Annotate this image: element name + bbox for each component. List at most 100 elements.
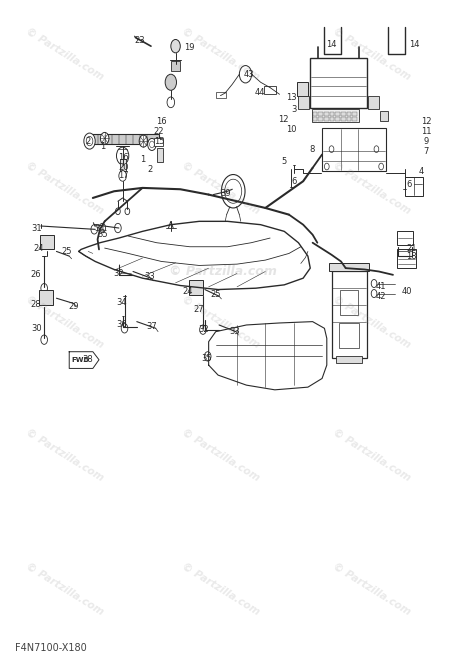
Text: 38: 38 [83,355,93,364]
Circle shape [41,283,47,293]
Circle shape [115,223,121,232]
Text: 32: 32 [199,325,209,334]
Bar [91,135,159,145]
Bar [341,117,346,121]
Bar [335,117,340,121]
Text: © Partzilla.com: © Partzilla.com [331,26,413,82]
Circle shape [100,133,109,145]
Text: © Partzilla.com: © Partzilla.com [24,561,106,617]
Bar [397,249,416,268]
Bar [324,117,328,121]
Text: 22: 22 [154,127,164,135]
Bar [216,92,226,98]
Circle shape [121,324,128,333]
Bar [368,96,379,109]
Text: 41: 41 [376,281,386,291]
Text: 12: 12 [421,117,431,125]
Bar [346,117,351,121]
Text: © Partzilla.com: © Partzilla.com [331,427,413,483]
Text: © Partzilla.com: © Partzilla.com [169,265,277,278]
Circle shape [239,66,252,83]
Bar [318,117,323,121]
Bar [298,82,308,96]
Polygon shape [69,352,99,368]
Text: 19: 19 [184,43,195,52]
Circle shape [374,146,379,153]
Circle shape [116,208,120,214]
Circle shape [117,147,129,165]
Bar [331,271,367,358]
Text: 34: 34 [95,224,105,232]
Bar [380,111,388,121]
Circle shape [139,135,148,147]
Text: 7: 7 [423,147,428,155]
Text: 17: 17 [118,172,129,180]
Bar [312,109,359,123]
Circle shape [329,146,334,153]
Text: © Partzilla.com: © Partzilla.com [180,427,262,483]
Text: 24: 24 [33,244,44,253]
Text: FWD: FWD [71,356,89,362]
Bar [340,289,357,315]
Text: 28: 28 [31,299,41,309]
Text: 14: 14 [409,40,419,49]
Bar [324,112,328,116]
Text: © Partzilla.com: © Partzilla.com [24,160,106,216]
Bar [318,112,323,116]
Text: 20: 20 [118,163,129,172]
Circle shape [148,139,156,151]
Text: © Partzilla.com: © Partzilla.com [331,293,413,350]
Circle shape [165,74,176,90]
Circle shape [167,97,174,108]
Text: F4N7100-X180: F4N7100-X180 [15,643,87,653]
Bar [338,323,359,348]
Text: 2: 2 [85,137,91,145]
Text: 4: 4 [419,167,424,176]
Text: 1: 1 [100,142,105,151]
Circle shape [84,133,95,149]
Bar [397,231,413,245]
Text: 26: 26 [31,270,41,279]
Text: 16: 16 [156,117,167,125]
Bar [155,138,163,146]
Text: 11: 11 [421,127,431,135]
Bar [352,112,357,116]
Circle shape [225,179,242,203]
Bar [156,148,163,163]
Text: 10: 10 [286,125,297,133]
Bar [336,356,362,363]
Text: 33: 33 [144,271,155,281]
Bar [313,117,318,121]
Text: 12: 12 [278,115,289,124]
Text: 34: 34 [116,298,127,308]
Text: 27: 27 [194,305,204,314]
Circle shape [119,171,127,181]
Circle shape [41,335,47,344]
Text: 43: 43 [244,70,254,79]
Text: 21: 21 [407,244,417,253]
Bar [322,128,386,172]
Text: 8: 8 [309,145,314,153]
Bar [189,280,203,295]
Bar [171,61,180,71]
Text: © Partzilla.com: © Partzilla.com [180,293,262,350]
Circle shape [171,40,180,53]
Text: 30: 30 [31,324,41,333]
Bar [329,112,334,116]
Bar [38,290,53,305]
Bar [120,159,126,172]
Circle shape [91,224,98,234]
Circle shape [379,163,383,170]
Bar [313,112,318,116]
Bar [335,112,340,116]
Text: © Partzilla.com: © Partzilla.com [180,26,262,82]
Text: 14: 14 [326,40,337,49]
Text: 25: 25 [62,247,72,256]
Bar [310,58,367,108]
Text: © Partzilla.com: © Partzilla.com [24,427,106,483]
Text: 42: 42 [376,291,386,301]
Bar [329,117,334,121]
Text: © Partzilla.com: © Partzilla.com [180,160,262,216]
Bar [40,234,54,249]
Text: 29: 29 [69,302,79,311]
